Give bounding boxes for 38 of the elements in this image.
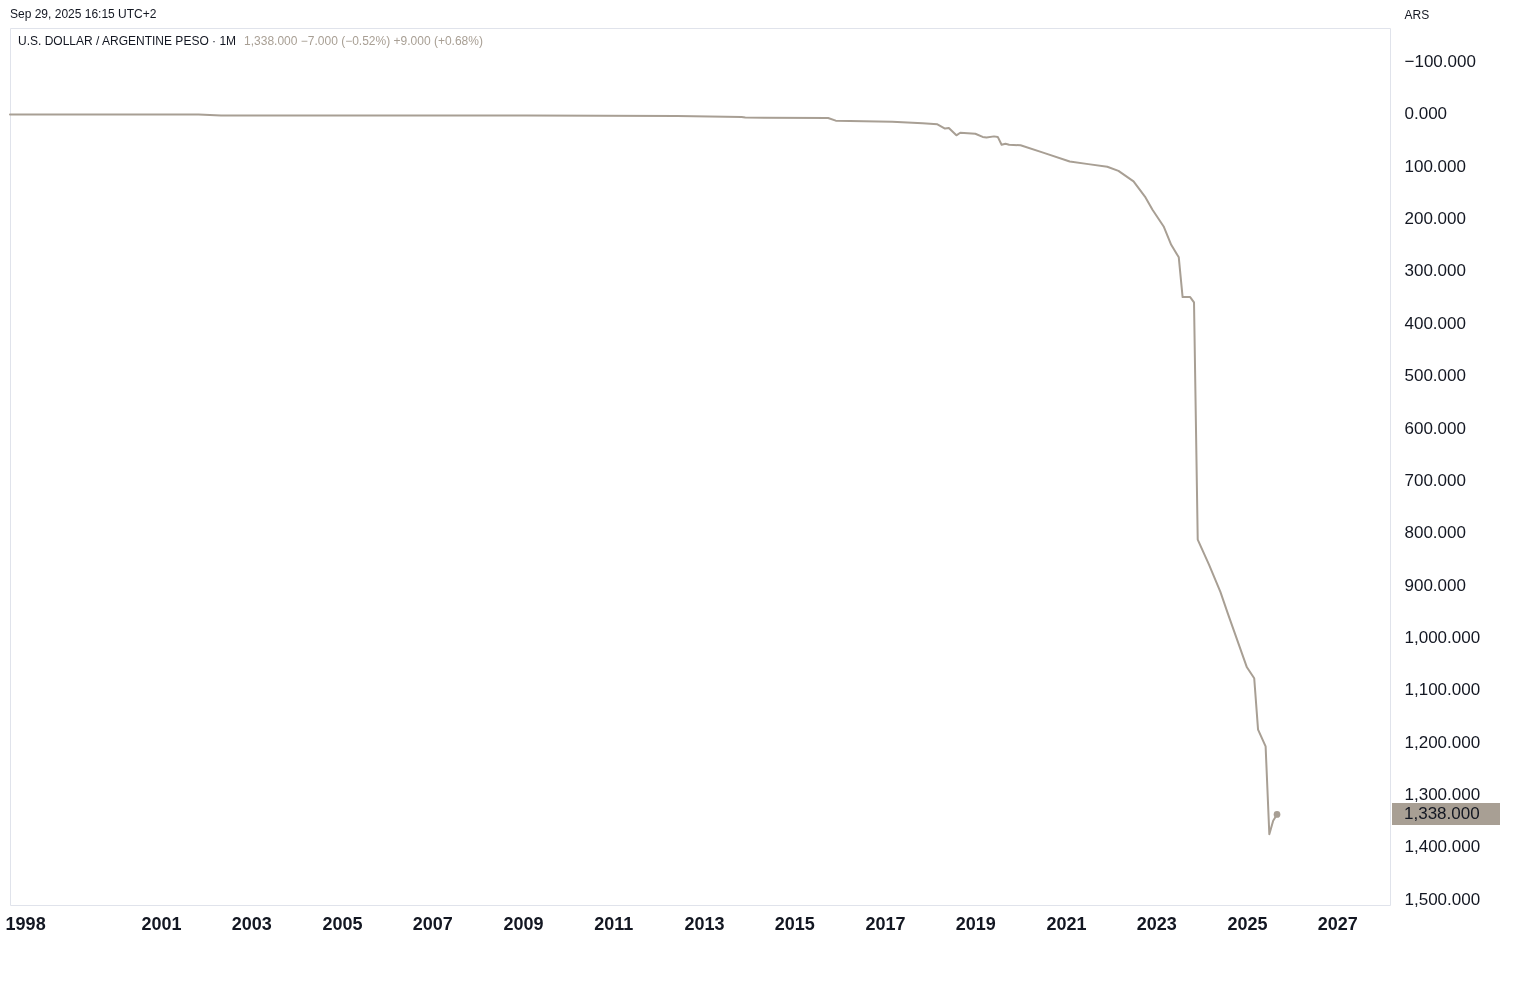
y-tick-label: 1,300.000 <box>1404 785 1481 805</box>
y-tick-label: 900.000 <box>1404 575 1466 595</box>
x-tick-label: 2013 <box>684 913 725 934</box>
y-tick-label: 1,000.000 <box>1404 627 1481 647</box>
y-tick-label: −100.000 <box>1404 52 1476 72</box>
y-tick-label: 200.000 <box>1404 209 1466 229</box>
x-tick-label: 2025 <box>1227 913 1268 934</box>
x-tick-label: 2005 <box>322 913 363 934</box>
line-series <box>9 113 1279 836</box>
y-tick-label: 800.000 <box>1404 523 1466 543</box>
x-tick-label: 2007 <box>412 913 453 934</box>
y-tick-label: 1,100.000 <box>1404 680 1481 700</box>
y-tick-label: 100.000 <box>1404 156 1466 176</box>
y-tick-label: 0.000 <box>1404 104 1448 124</box>
y-tick-label: 600.000 <box>1404 418 1466 438</box>
x-tick-label: 2001 <box>141 913 182 934</box>
y-tick-label: 400.000 <box>1404 313 1466 333</box>
y-tick-label: 300.000 <box>1404 261 1466 281</box>
x-tick-label: 2023 <box>1136 913 1177 934</box>
text: Sep 29, 2025 16:15 UTC+2 <box>10 7 157 21</box>
x-tick-label: 2027 <box>1317 913 1358 934</box>
y-tick-label: 700.000 <box>1404 470 1466 490</box>
x-tick-label: 2003 <box>231 913 272 934</box>
x-tick-label: 1998 <box>5 913 46 934</box>
text: 1,338.000 −7.000 (−0.52%) +9.000 (+0.68%) <box>244 34 483 48</box>
y-tick-label: 1,500.000 <box>1404 889 1481 909</box>
x-tick-label: 2021 <box>1046 913 1087 934</box>
y-tick-label: 1,200.000 <box>1404 732 1481 752</box>
x-tick-label: 2011 <box>594 913 634 934</box>
text: U.S. DOLLAR / ARGENTINE PESO · 1M <box>18 34 237 48</box>
x-tick-label: 2017 <box>865 913 906 934</box>
y-tick-label: 1,400.000 <box>1404 837 1481 857</box>
x-tick-label: 2015 <box>774 913 815 934</box>
x-tick-label: 2009 <box>503 913 544 934</box>
text: 1,338.000 <box>1392 803 1500 826</box>
x-tick-label: 2019 <box>955 913 996 934</box>
y-tick-label: 500.000 <box>1404 366 1466 386</box>
y-axis-title: ARS <box>1404 7 1430 22</box>
